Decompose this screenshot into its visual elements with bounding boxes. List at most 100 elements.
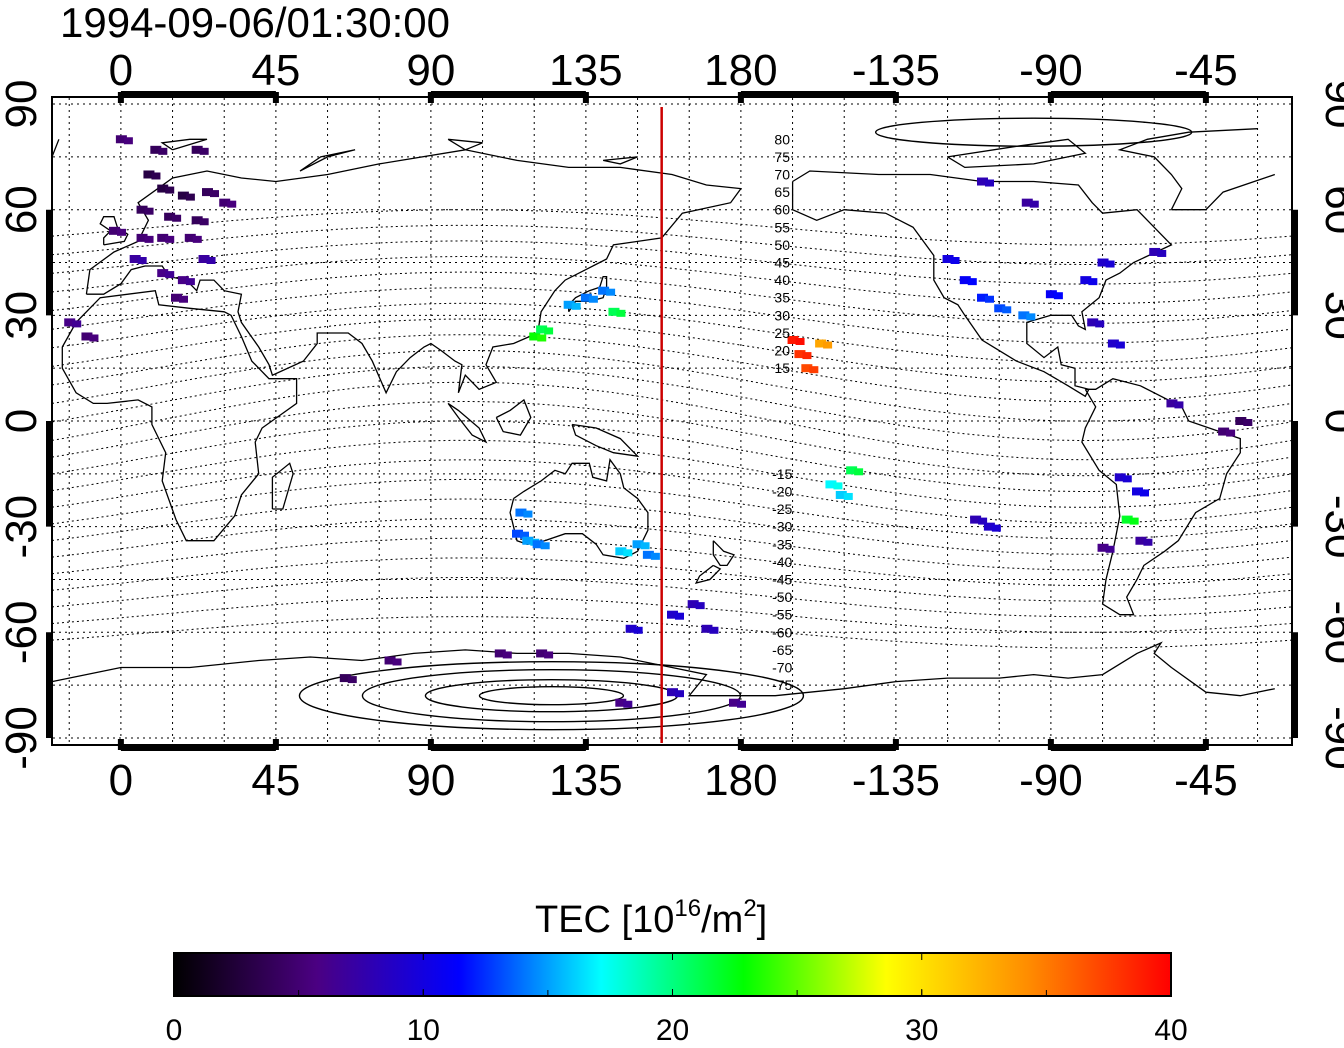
tec-data-point — [144, 207, 154, 215]
tec-data-point — [1132, 487, 1143, 496]
tec-data-point — [701, 624, 713, 633]
tec-data-point — [512, 529, 523, 538]
coastline — [602, 156, 638, 165]
lon-tick-label-top: 180 — [704, 46, 777, 95]
colorbar-tick-label: 40 — [1154, 1014, 1187, 1047]
tec-data-point — [695, 602, 705, 610]
contour-label: 55 — [774, 219, 790, 235]
colorbar-title: TEC [1016/m2] — [535, 895, 767, 941]
coastline — [447, 138, 483, 151]
lat-tick-label-left: -30 — [0, 495, 46, 559]
geomagnetic-contour — [51, 400, 1293, 477]
tec-data-point — [515, 508, 527, 517]
lon-tick-label-top: -90 — [1019, 46, 1083, 95]
tec-data-point — [1115, 341, 1125, 349]
tec-data-point — [588, 295, 598, 303]
tec-data-point — [136, 233, 148, 242]
tec-data-point — [540, 542, 550, 550]
tec-data-point — [598, 286, 610, 295]
tec-data-point — [1053, 292, 1063, 300]
tec-data-point — [729, 698, 740, 707]
contour-label: 20 — [774, 343, 790, 359]
tec-data-point — [1087, 318, 1099, 327]
tec-data-point — [815, 339, 827, 348]
tec-data-point — [787, 336, 799, 344]
geomagnetic-contour — [51, 365, 1293, 442]
tec-data-point — [165, 186, 175, 194]
lat-tick-label-right: 90 — [1316, 80, 1344, 129]
tec-data-point — [1097, 258, 1109, 267]
colorbar-title-end: ] — [757, 899, 768, 941]
contour-label: -50 — [772, 589, 792, 605]
tec-data-point — [184, 233, 196, 242]
tec-data-point — [970, 515, 982, 524]
geomagnetic-contour — [51, 596, 1293, 633]
tec-data-point — [115, 135, 127, 144]
contour-label: -30 — [772, 519, 792, 535]
lon-tick-label-top: -135 — [852, 46, 940, 95]
tec-data-point — [81, 332, 93, 341]
contour-label: -65 — [772, 642, 792, 658]
contour-label: 60 — [774, 202, 790, 218]
tec-data-point — [144, 235, 154, 243]
tec-data-point — [823, 341, 833, 349]
tec-data-point — [536, 649, 548, 658]
tec-data-point — [64, 318, 76, 327]
lon-tick-label-bottom: 90 — [406, 756, 455, 805]
tec-data-point — [339, 674, 351, 683]
tec-data-point — [994, 304, 1006, 313]
tec-data-point — [129, 255, 141, 263]
tec-data-point — [1121, 515, 1133, 524]
tec-data-point — [959, 276, 971, 285]
tec-data-point — [191, 145, 203, 154]
tec-data-point — [950, 257, 960, 264]
tec-data-point — [1143, 538, 1153, 546]
coastline — [299, 149, 356, 172]
grid-lines — [53, 98, 1291, 744]
lat-tick-label-right: 0 — [1316, 409, 1344, 433]
tec-data-point — [833, 482, 843, 490]
contour-label: -45 — [772, 571, 792, 587]
tec-data-point — [809, 366, 819, 374]
tec-data-point — [532, 540, 544, 549]
tec-data-point — [675, 612, 684, 620]
bottom-longitude-axis: 0 45 90 135 180 -135 -90 -45 — [109, 756, 1238, 805]
tec-data-point — [502, 651, 512, 659]
tec-data-point — [1105, 545, 1115, 553]
tec-data-point — [640, 542, 650, 550]
right-latitude-axis: 90 60 30 0 -30 -60 -90 — [1316, 80, 1344, 770]
tec-data-point — [825, 480, 837, 489]
tec-data-point — [1140, 489, 1149, 497]
coastline — [1171, 173, 1276, 211]
top-longitude-axis: 0 45 90 135 180 -135 -90 -45 — [109, 46, 1238, 95]
tec-data-point — [347, 676, 357, 684]
contour-label: 75 — [774, 149, 790, 165]
lat-tick-label-right: 60 — [1316, 185, 1344, 234]
coastline — [1117, 128, 1258, 210]
tec-data-point — [1026, 313, 1036, 321]
tec-data-point — [985, 179, 994, 187]
tec-data-point — [219, 198, 231, 207]
tec-data-point — [199, 147, 209, 155]
geomagnetic-contour — [51, 318, 1293, 383]
geomagnetic-contour — [51, 224, 1293, 266]
geomagnetic-contour — [51, 439, 1293, 508]
coastline — [791, 170, 1173, 398]
contour-label: -35 — [772, 536, 792, 552]
tec-data-point — [1114, 473, 1126, 482]
tec-data-point — [192, 235, 202, 243]
lon-tick-label-bottom: -90 — [1019, 756, 1083, 805]
tec-data-point — [1105, 260, 1115, 268]
tec-data-point — [1129, 517, 1139, 525]
contour-label: 65 — [774, 184, 790, 200]
tec-data-point — [563, 300, 575, 309]
tec-data-point — [1166, 399, 1178, 408]
tec-data-point — [1226, 429, 1236, 437]
tec-data-point — [835, 490, 847, 499]
tec-data-point — [89, 334, 99, 342]
tec-data-point — [157, 233, 169, 242]
tec-data-point — [202, 188, 213, 197]
tec-data-point — [846, 466, 858, 475]
tec-data-point — [801, 364, 813, 373]
coastline — [61, 289, 298, 542]
